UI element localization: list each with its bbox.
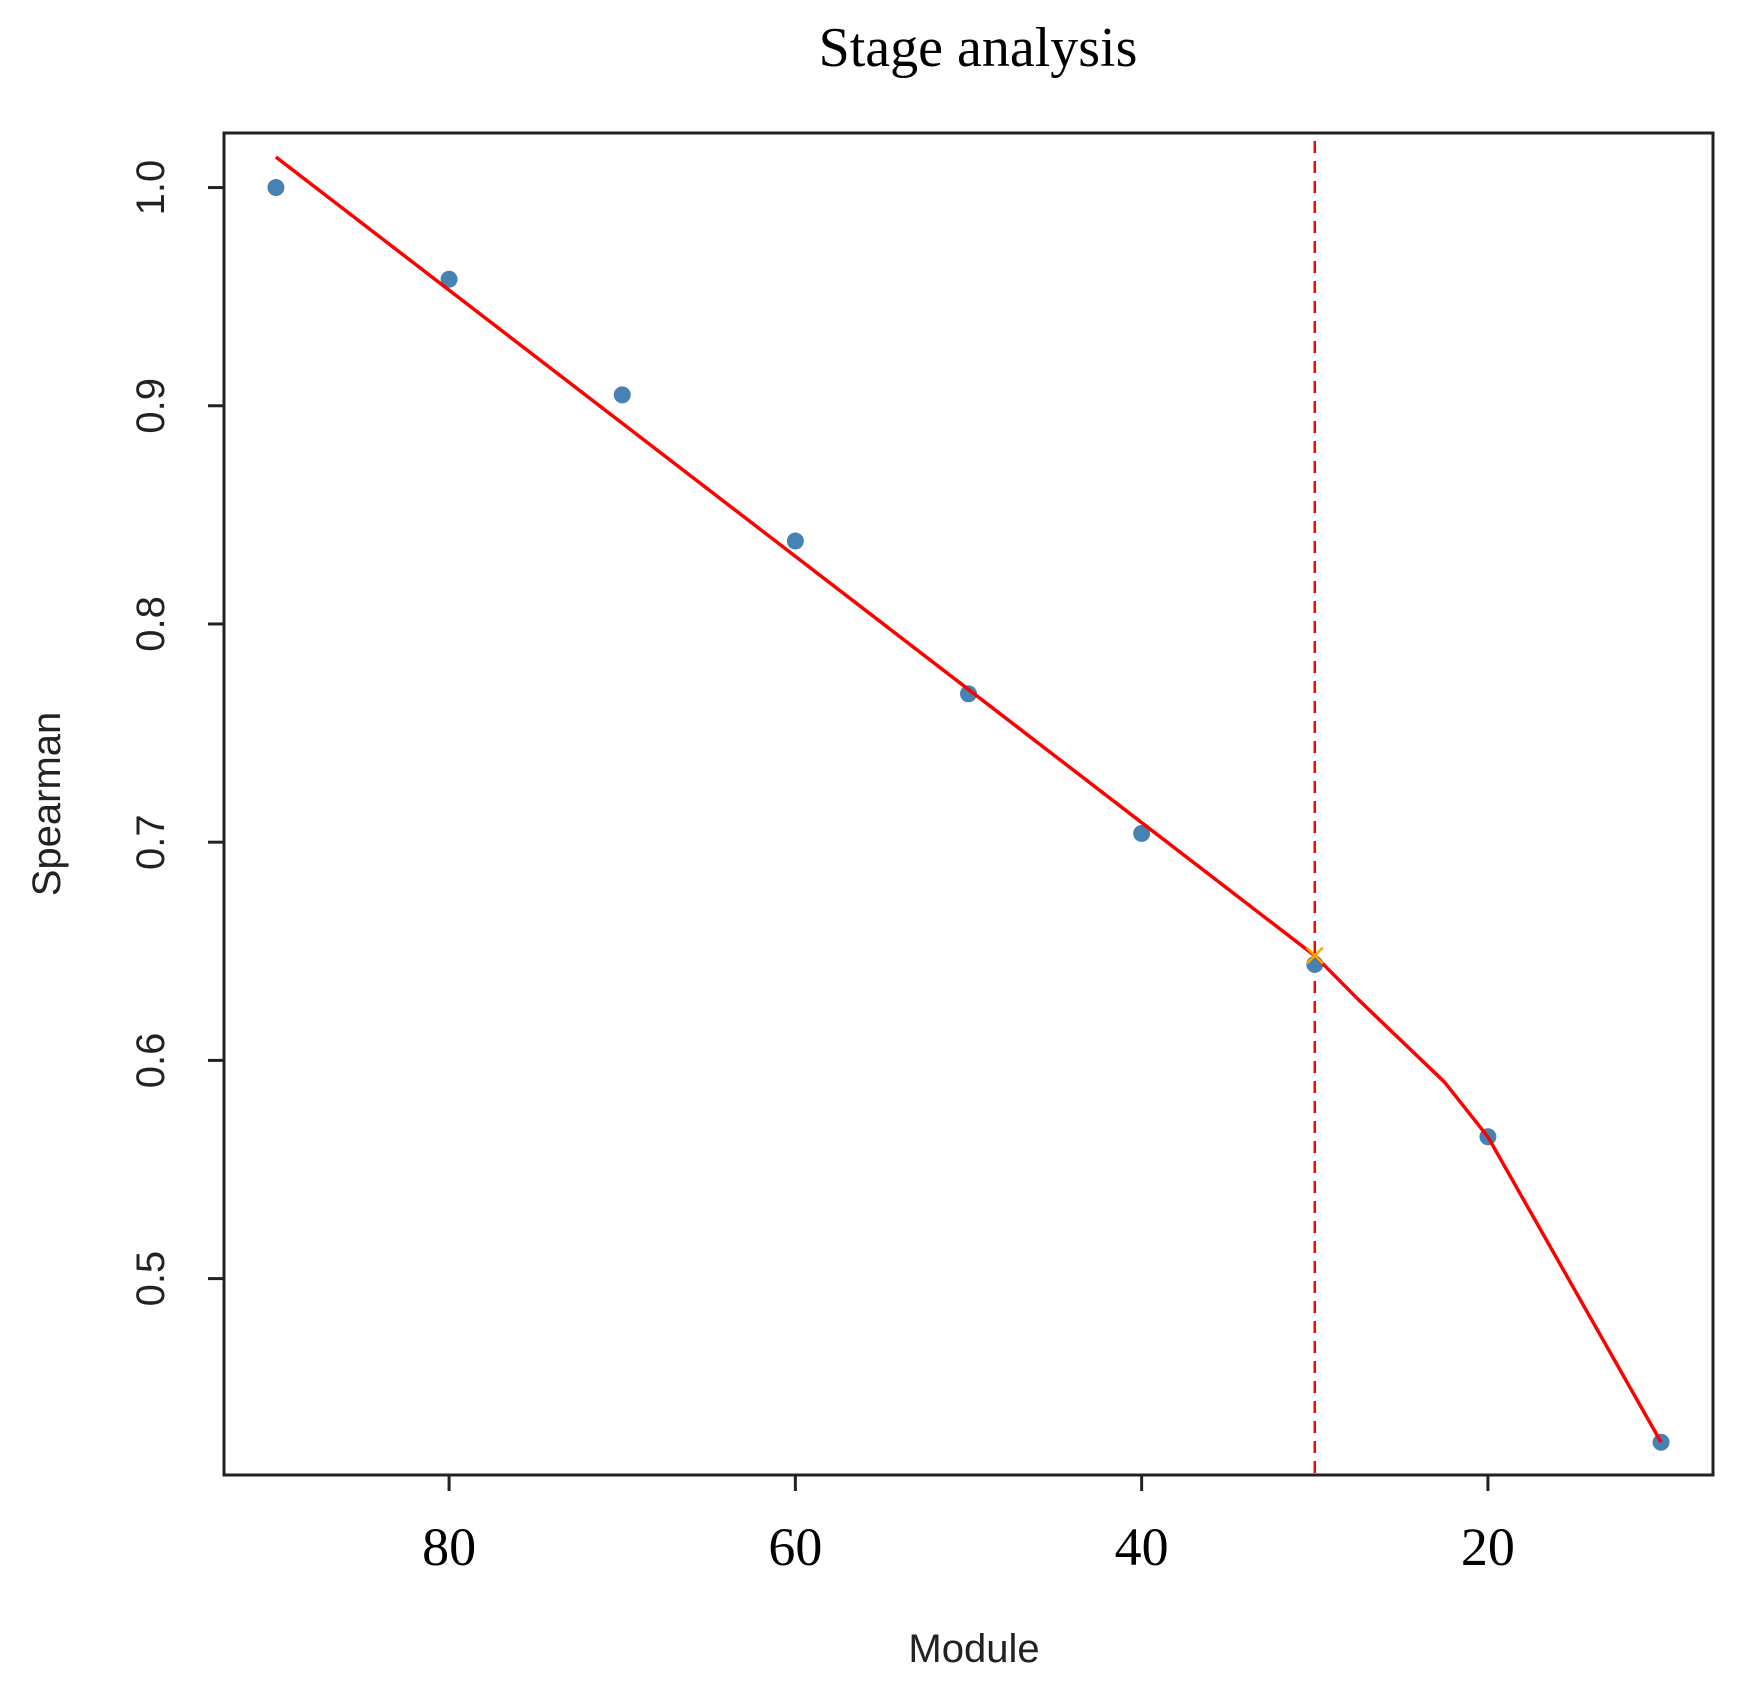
y-tick-label: 0.8 — [129, 596, 173, 652]
data-point — [267, 179, 285, 197]
y-axis: 1.0 0.9 0.8 0.7 0.6 0.5 — [129, 160, 224, 1307]
data-point — [613, 386, 631, 404]
y-axis-label: Spearman — [25, 712, 69, 897]
plot-frame — [222, 131, 1715, 1477]
data-point — [1133, 824, 1151, 842]
x-tick-label: 40 — [1115, 1517, 1169, 1577]
y-tick-label: 0.7 — [129, 814, 173, 870]
plot-area — [267, 141, 1670, 1475]
x-tick-label: 80 — [422, 1517, 476, 1577]
chart-title: Stage analysis — [819, 17, 1138, 79]
data-point — [786, 532, 804, 550]
x-axis: 80 60 40 20 — [422, 1475, 1515, 1577]
x-tick-label: 20 — [1461, 1517, 1515, 1577]
data-point — [1306, 955, 1324, 973]
y-tick-label: 0.6 — [129, 1033, 173, 1089]
x-tick-label: 60 — [768, 1517, 822, 1577]
data-point — [960, 685, 977, 703]
data-point — [440, 270, 458, 288]
breakpoint-marker — [1305, 946, 1324, 965]
y-tick-label: 1.0 — [129, 160, 173, 216]
x-axis-label: Module — [908, 1627, 1039, 1671]
fit-line — [274, 155, 1663, 1444]
y-tick-label: 0.9 — [129, 378, 173, 434]
y-tick-label: 0.5 — [129, 1251, 173, 1307]
